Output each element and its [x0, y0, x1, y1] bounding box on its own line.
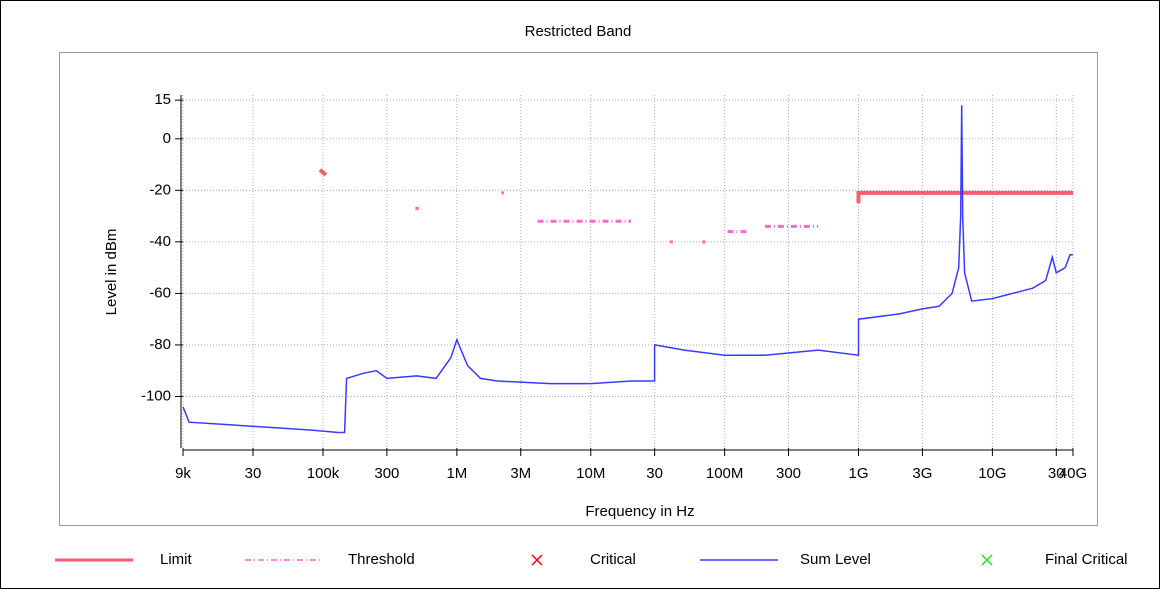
x-tick-label: 300 — [374, 465, 399, 482]
legend-label: Threshold — [348, 551, 415, 568]
y-tick-label: -20 — [149, 181, 171, 198]
y-tick-label: -60 — [149, 284, 171, 301]
x-tick-label: 40G — [1059, 465, 1087, 482]
x-tick-label: 30 — [646, 465, 663, 482]
series-line — [318, 168, 1073, 204]
x-tick-label: 1G — [849, 465, 869, 482]
legend-marker — [981, 554, 993, 566]
x-tick-label: 3G — [912, 465, 932, 482]
y-tick-label: 15 — [154, 91, 171, 108]
y-axis-label: Level in dBm — [103, 229, 120, 316]
legend-label: Sum Level — [800, 551, 871, 568]
chart-title: Restricted Band — [525, 23, 632, 40]
x-tick-label: 9k — [175, 465, 191, 482]
legend-label: Limit — [160, 551, 193, 568]
legend-label: Critical — [590, 551, 636, 568]
legend-label: Final Critical — [1045, 551, 1128, 568]
x-axis-label: Frequency in Hz — [585, 503, 694, 520]
y-tick-label: -100 — [141, 387, 171, 404]
legend-marker — [531, 554, 543, 566]
x-tick-label: 30 — [245, 465, 262, 482]
x-tick-label: 10G — [978, 465, 1006, 482]
y-tick-label: -80 — [149, 336, 171, 353]
x-tick-label: 300 — [776, 465, 801, 482]
y-tick-label: 0 — [163, 130, 171, 147]
series-line — [415, 191, 819, 244]
x-tick-label: 3M — [510, 465, 531, 482]
x-tick-label: 30 — [1048, 465, 1065, 482]
plot-panel — [59, 52, 1098, 526]
y-tick-label: -40 — [149, 233, 171, 250]
x-tick-label: 100M — [706, 465, 744, 482]
x-tick-label: 100k — [307, 465, 340, 482]
series-line — [182, 105, 1073, 434]
x-tick-label: 1M — [446, 465, 467, 482]
x-tick-label: 10M — [576, 465, 605, 482]
